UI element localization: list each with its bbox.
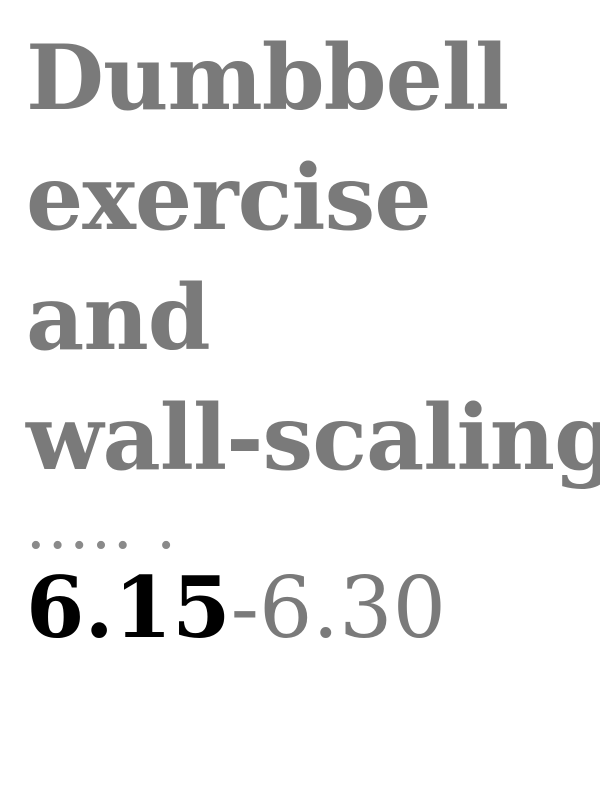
title-line: exercise <box>26 145 432 251</box>
title-line: wall-scaling <box>26 385 600 491</box>
dotted-separator: ..... . <box>26 490 178 563</box>
time-range: 6.15-6.30 <box>26 558 600 657</box>
title-line: and <box>26 265 211 371</box>
activity-title: Dumbbell exercise and wall-scaling <box>26 18 600 498</box>
end-time: 6.30 <box>258 559 447 657</box>
start-time: 6.15 <box>26 558 231 657</box>
title-line: Dumbbell <box>26 25 509 131</box>
time-separator: - <box>230 559 259 657</box>
